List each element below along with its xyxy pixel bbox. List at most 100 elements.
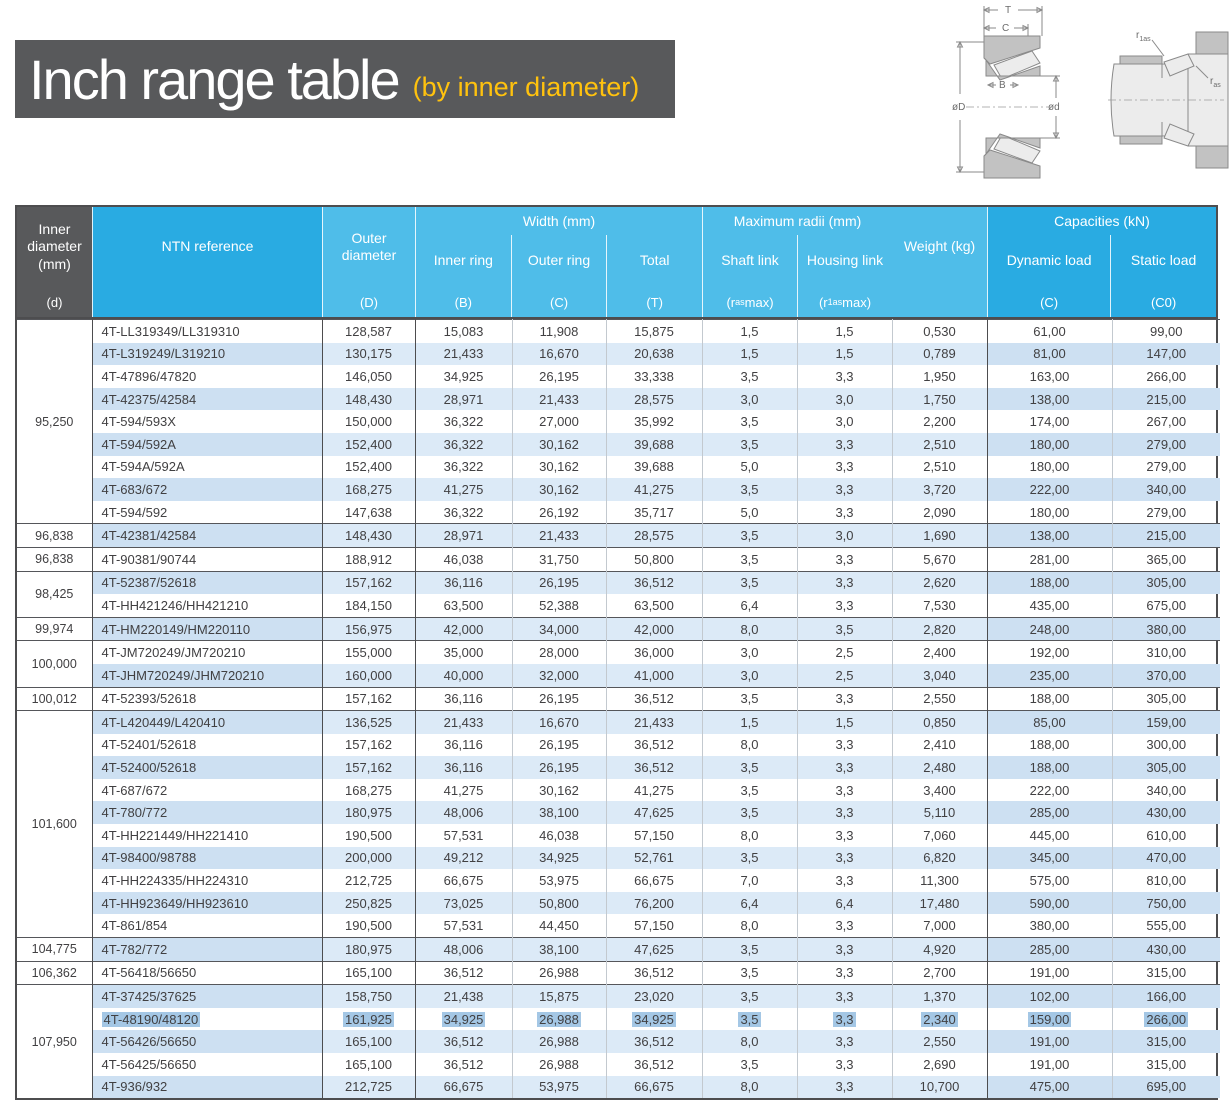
cell-wt[interactable]: 5,670 xyxy=(892,546,988,572)
cell-T[interactable]: 66,675 xyxy=(606,869,703,892)
table-row[interactable]: 95,250 4T-LL319349/LL319310 128,587 15,083 1… xyxy=(17,318,1220,524)
cell-D[interactable]: 160,000 xyxy=(322,663,416,687)
cell-r1as[interactable]: 2,5 xyxy=(797,640,893,664)
cell-ras[interactable]: 3,5 xyxy=(702,960,798,985)
cell-wt[interactable]: 0,850 xyxy=(892,710,988,734)
cell-D[interactable]: 136,525 xyxy=(322,710,416,734)
cell-stat[interactable]: 470,00 xyxy=(1112,846,1220,870)
cell-D[interactable]: 180,975 xyxy=(322,937,416,962)
cell-stat[interactable]: 166,00 xyxy=(1112,984,1220,1008)
table-row[interactable]: 101,600 4T-L420449/L420410 136,525 21,433 16… xyxy=(17,710,1220,938)
cell-C[interactable]: 11,908 xyxy=(512,318,607,343)
cell-dyn[interactable]: 222,00 xyxy=(987,478,1113,501)
cell-dyn[interactable]: 191,00 xyxy=(987,1030,1113,1053)
cell-B[interactable]: 36,512 xyxy=(415,1030,513,1053)
cell-D[interactable]: 157,162 xyxy=(322,733,416,757)
cell-B[interactable]: 28,971 xyxy=(415,523,513,548)
cell-stat[interactable]: 315,00 xyxy=(1146,1056,1187,1072)
cell-T[interactable]: 41,275 xyxy=(606,778,703,802)
cell-ras[interactable]: 3,5 xyxy=(702,778,798,802)
cell-dyn[interactable]: 174,00 xyxy=(987,410,1113,433)
cell-D[interactable]: 212,725 xyxy=(322,869,416,892)
cell-dyn[interactable]: 188,00 xyxy=(987,756,1113,779)
cell-C[interactable]: 26,988 xyxy=(512,1053,607,1076)
cell-wt[interactable]: 2,550 xyxy=(892,686,988,711)
cell-T[interactable]: 47,625 xyxy=(606,937,703,962)
cell-dyn[interactable]: 285,00 xyxy=(987,801,1113,825)
cell-r1as[interactable]: 3,3 xyxy=(797,937,893,962)
cell-B[interactable]: 21,438 xyxy=(415,984,513,1008)
cell-T[interactable]: 33,338 xyxy=(606,365,703,388)
cell-r1as[interactable]: 3,3 xyxy=(797,733,893,757)
cell-B[interactable]: 40,000 xyxy=(415,663,513,687)
cell-D[interactable]: 152,400 xyxy=(322,432,416,456)
cell-stat[interactable]: 555,00 xyxy=(1146,918,1187,934)
cell-B[interactable]: 34,925 xyxy=(415,1007,513,1031)
inner-diameter-cell[interactable]: 101,600 xyxy=(17,710,93,938)
cell-C[interactable]: 31,750 xyxy=(512,546,607,572)
cell-r1as[interactable]: 3,3 xyxy=(797,570,893,595)
inner-diameter-cell[interactable]: 100,000 xyxy=(17,640,93,687)
cell-ref[interactable]: 4T-780/772 xyxy=(92,801,323,825)
cell-r1as[interactable]: 3,3 xyxy=(797,546,893,572)
cell-T[interactable]: 28,575 xyxy=(606,523,703,548)
cell-B[interactable]: 34,925 xyxy=(415,365,513,388)
cell-D[interactable]: 148,430 xyxy=(322,523,416,548)
cell-ras[interactable]: 5,0 xyxy=(702,500,798,524)
cell-ras[interactable]: 8,0 xyxy=(702,1030,798,1053)
cell-C[interactable]: 30,162 xyxy=(512,455,607,479)
cell-ras[interactable]: 7,0 xyxy=(702,869,798,892)
table-row[interactable]: 4T-861/854 190,500 57,531 44,450 57,150 8,0 3,… xyxy=(17,914,1220,938)
cell-D[interactable]: 161,925 xyxy=(322,1007,416,1031)
cell-stat[interactable]: 675,00 xyxy=(1146,597,1187,613)
cell-wt[interactable]: 2,820 xyxy=(892,616,988,641)
cell-D[interactable]: 200,000 xyxy=(322,846,416,870)
cell-dyn[interactable]: 159,00 xyxy=(987,1007,1113,1031)
cell-D[interactable]: 250,825 xyxy=(322,891,416,915)
cell-dyn[interactable]: 192,00 xyxy=(987,640,1113,664)
cell-stat[interactable]: 215,00 xyxy=(1112,523,1220,548)
cell-wt[interactable]: 2,510 xyxy=(892,455,988,479)
cell-C[interactable]: 26,195 xyxy=(512,756,607,779)
cell-r1as[interactable]: 6,4 xyxy=(797,891,893,915)
cell-C[interactable]: 15,875 xyxy=(512,984,607,1008)
cell-r1as[interactable]: 1,5 xyxy=(797,318,893,343)
table-row[interactable]: 96,838 4T-42381/42584 148,430 28,971 21,433 2… xyxy=(17,523,1220,548)
cell-ref[interactable]: 4T-52393/52618 xyxy=(92,686,323,711)
cell-dyn[interactable]: 138,00 xyxy=(987,523,1113,548)
cell-C[interactable]: 26,988 xyxy=(512,960,607,985)
cell-ref[interactable]: 4T-782/772 xyxy=(92,937,323,962)
cell-T[interactable]: 57,150 xyxy=(606,914,703,938)
cell-D[interactable]: 168,275 xyxy=(322,478,416,501)
cell-ras[interactable]: 6,4 xyxy=(702,594,798,618)
cell-D[interactable]: 165,100 xyxy=(322,1030,416,1053)
cell-T[interactable]: 76,200 xyxy=(606,891,703,915)
cell-C[interactable]: 32,000 xyxy=(512,663,607,687)
cell-T[interactable]: 36,000 xyxy=(606,640,703,664)
cell-wt[interactable]: 2,700 xyxy=(892,960,988,985)
cell-wt[interactable]: 2,550 xyxy=(892,1030,988,1053)
table-row[interactable]: 4T-HH224335/HH224310 212,725 66,675 53,975 6… xyxy=(17,869,1220,892)
cell-D[interactable]: 180,975 xyxy=(322,801,416,825)
table-row[interactable]: 4T-47896/47820 146,050 34,925 26,195 33,338 3… xyxy=(17,365,1220,388)
cell-wt[interactable]: 1,690 xyxy=(892,523,988,548)
cell-ref[interactable]: 4T-HM220149/HM220110 xyxy=(92,616,323,641)
cell-ref[interactable]: 4T-56425/56650 xyxy=(92,1053,323,1076)
cell-dyn[interactable]: 281,00 xyxy=(987,546,1113,572)
cell-T[interactable]: 21,433 xyxy=(606,710,703,734)
cell-wt[interactable]: 2,510 xyxy=(892,432,988,456)
cell-ras[interactable]: 8,0 xyxy=(702,824,798,847)
cell-ras[interactable]: 3,5 xyxy=(702,478,798,501)
cell-r1as[interactable]: 3,3 xyxy=(797,960,893,985)
cell-wt[interactable]: 2,400 xyxy=(892,640,988,664)
cell-C[interactable]: 30,162 xyxy=(512,478,607,501)
cell-stat[interactable]: 279,00 xyxy=(1112,432,1220,456)
cell-wt[interactable]: 2,200 xyxy=(892,410,988,433)
cell-B[interactable]: 36,322 xyxy=(415,410,513,433)
cell-ras[interactable]: 3,5 xyxy=(702,801,798,825)
cell-stat[interactable]: 380,00 xyxy=(1112,616,1220,641)
cell-T[interactable]: 63,500 xyxy=(606,594,703,618)
cell-T[interactable]: 36,512 xyxy=(606,733,703,757)
cell-wt[interactable]: 17,480 xyxy=(892,891,988,915)
cell-ras[interactable]: 3,5 xyxy=(702,410,798,433)
